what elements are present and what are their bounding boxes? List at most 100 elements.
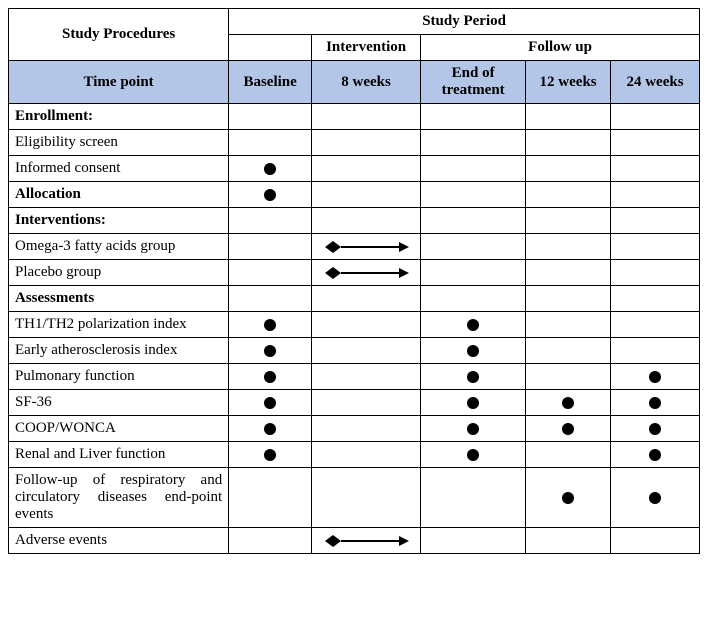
cell bbox=[229, 260, 312, 286]
cell bbox=[229, 390, 312, 416]
cell bbox=[526, 416, 611, 442]
cell bbox=[229, 182, 312, 208]
cell bbox=[526, 338, 611, 364]
dot-icon bbox=[261, 368, 279, 386]
row-label: Pulmonary function bbox=[9, 364, 229, 390]
cell bbox=[312, 234, 421, 260]
row-label: Eligibility screen bbox=[9, 130, 229, 156]
dot-icon bbox=[261, 186, 279, 204]
dot-icon bbox=[464, 316, 482, 334]
diamond-arrow-icon bbox=[321, 265, 411, 281]
cell bbox=[526, 182, 611, 208]
table-row: Pulmonary function bbox=[9, 364, 700, 390]
cell bbox=[229, 416, 312, 442]
section-allocation: Allocation bbox=[9, 182, 229, 208]
timepoint-baseline: Baseline bbox=[229, 61, 312, 104]
cell bbox=[611, 528, 700, 554]
cell bbox=[611, 286, 700, 312]
cell bbox=[611, 468, 700, 528]
cell bbox=[526, 442, 611, 468]
cell bbox=[312, 130, 421, 156]
table-row: Enrollment: bbox=[9, 104, 700, 130]
cell bbox=[421, 338, 526, 364]
cell bbox=[526, 104, 611, 130]
dot-icon bbox=[261, 446, 279, 464]
cell bbox=[421, 390, 526, 416]
cell bbox=[611, 338, 700, 364]
table-row: Early atherosclerosis index bbox=[9, 338, 700, 364]
table-row: Omega-3 fatty acids group bbox=[9, 234, 700, 260]
table-row: Follow-up of respiratory and circulatory… bbox=[9, 468, 700, 528]
cell bbox=[421, 528, 526, 554]
row-label: COOP/WONCA bbox=[9, 416, 229, 442]
dot-icon bbox=[559, 489, 577, 507]
section-enrollment: Enrollment: bbox=[9, 104, 229, 130]
table-row: SF-36 bbox=[9, 390, 700, 416]
dot-icon bbox=[559, 394, 577, 412]
cell bbox=[312, 528, 421, 554]
cell bbox=[421, 130, 526, 156]
dot-icon bbox=[261, 342, 279, 360]
timepoint-8w: 8 weeks bbox=[312, 61, 421, 104]
cell bbox=[421, 234, 526, 260]
table-row: Renal and Liver function bbox=[9, 442, 700, 468]
section-assessments: Assessments bbox=[9, 286, 229, 312]
dot-icon bbox=[261, 160, 279, 178]
cell bbox=[421, 260, 526, 286]
cell bbox=[421, 104, 526, 130]
cell bbox=[312, 416, 421, 442]
cell bbox=[611, 234, 700, 260]
section-interventions: Interventions: bbox=[9, 208, 229, 234]
timepoint-label: Time point bbox=[9, 61, 229, 104]
table-row: Assessments bbox=[9, 286, 700, 312]
cell bbox=[421, 156, 526, 182]
cell bbox=[526, 286, 611, 312]
dot-icon bbox=[464, 394, 482, 412]
cell bbox=[229, 208, 312, 234]
dot-icon bbox=[646, 394, 664, 412]
header-procedures: Study Procedures bbox=[9, 9, 229, 61]
cell bbox=[421, 442, 526, 468]
cell bbox=[526, 130, 611, 156]
cell bbox=[312, 104, 421, 130]
dot-icon bbox=[464, 420, 482, 438]
row-label: TH1/TH2 polarization index bbox=[9, 312, 229, 338]
cell bbox=[312, 260, 421, 286]
cell bbox=[229, 312, 312, 338]
table-row: Adverse events bbox=[9, 528, 700, 554]
diamond-arrow-icon bbox=[321, 533, 411, 549]
cell bbox=[611, 364, 700, 390]
cell bbox=[312, 312, 421, 338]
row-label: Early atherosclerosis index bbox=[9, 338, 229, 364]
cell bbox=[229, 234, 312, 260]
header-phase-blank bbox=[229, 35, 312, 61]
cell bbox=[312, 286, 421, 312]
table-row: TH1/TH2 polarization index bbox=[9, 312, 700, 338]
dot-icon bbox=[261, 316, 279, 334]
row-label: Informed consent bbox=[9, 156, 229, 182]
cell bbox=[421, 208, 526, 234]
cell bbox=[526, 312, 611, 338]
dot-icon bbox=[464, 342, 482, 360]
dot-icon bbox=[646, 446, 664, 464]
cell bbox=[611, 390, 700, 416]
dot-icon bbox=[646, 368, 664, 386]
table-row: Eligibility screen bbox=[9, 130, 700, 156]
dot-icon bbox=[646, 489, 664, 507]
row-label: Placebo group bbox=[9, 260, 229, 286]
cell bbox=[312, 156, 421, 182]
table-body: Enrollment: Eligibility screenInformed c… bbox=[9, 104, 700, 554]
cell bbox=[526, 260, 611, 286]
table-row: Informed consent bbox=[9, 156, 700, 182]
cell bbox=[611, 260, 700, 286]
cell bbox=[421, 182, 526, 208]
dot-icon bbox=[464, 368, 482, 386]
cell bbox=[611, 130, 700, 156]
cell bbox=[229, 156, 312, 182]
timepoint-12w: 12 weeks bbox=[526, 61, 611, 104]
cell bbox=[229, 286, 312, 312]
timepoint-24w: 24 weeks bbox=[611, 61, 700, 104]
dot-icon bbox=[261, 420, 279, 438]
cell bbox=[312, 182, 421, 208]
study-schedule-table: Study Procedures Study Period Interventi… bbox=[8, 8, 700, 554]
